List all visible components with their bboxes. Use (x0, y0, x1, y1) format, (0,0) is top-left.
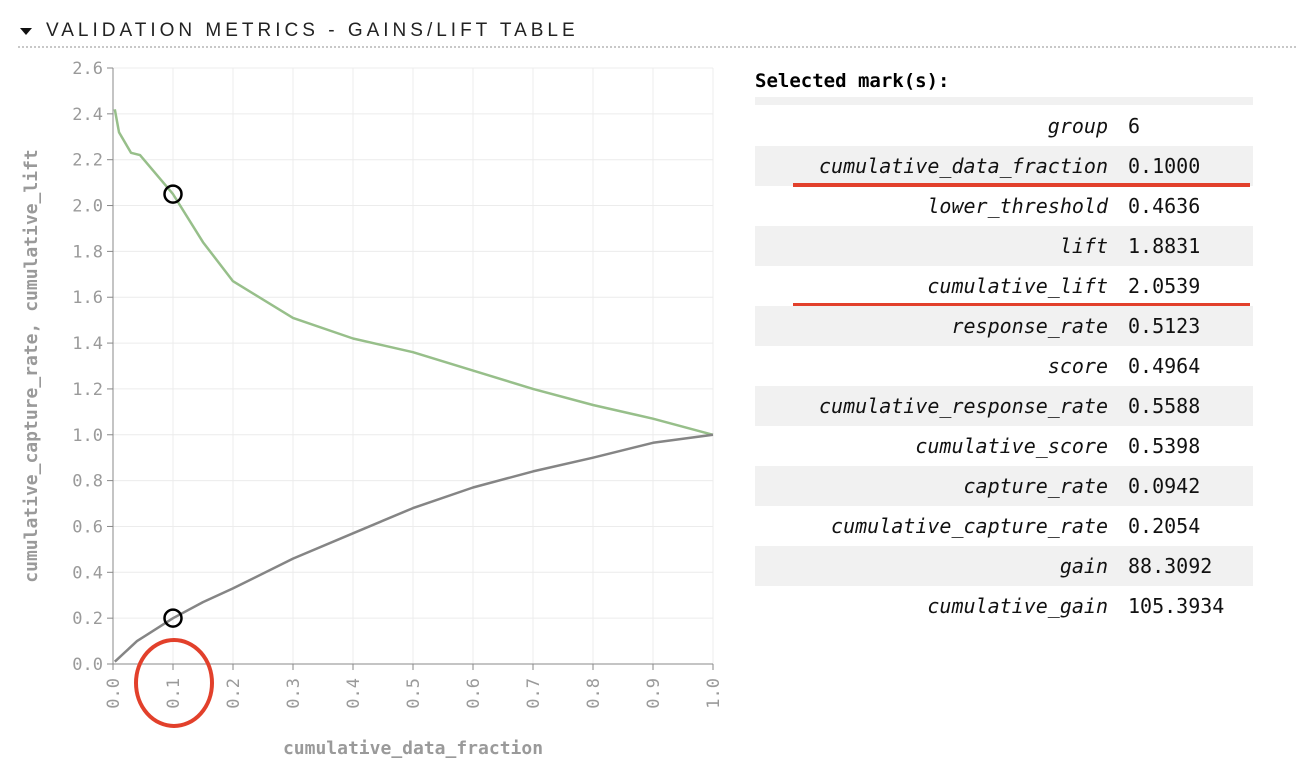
mark-key: cumulative_gain (927, 594, 1108, 618)
y-tick-label: 0.6 (72, 517, 103, 537)
y-tick-label: 1.2 (72, 380, 103, 400)
selected-point-marker[interactable] (163, 608, 183, 628)
y-tick-label: 1.6 (72, 288, 103, 308)
mark-key: response_rate (951, 314, 1108, 338)
red-underline-annotation (793, 183, 1250, 187)
mark-value: 0.0942 (1128, 474, 1201, 498)
mark-key: cumulative_lift (927, 274, 1108, 298)
mark-value: 0.5398 (1128, 434, 1201, 458)
x-tick-label: 1.0 (704, 678, 724, 709)
mark-row-response-rate: response_rate 0.5123 (755, 306, 1253, 346)
collapse-caret-icon[interactable] (20, 28, 32, 35)
mark-key: group (1047, 114, 1108, 138)
y-tick-label: 0.4 (72, 563, 103, 583)
selected-point-marker[interactable] (163, 184, 183, 204)
section-title: VALIDATION METRICS - GAINS/LIFT TABLE (46, 20, 579, 41)
red-circle-annotation (134, 638, 214, 728)
mark-row-gain: gain 88.3092 (755, 546, 1253, 586)
line-cumulative-lift[interactable] (113, 109, 714, 437)
red-underline-annotation (793, 303, 1250, 307)
y-axis-label: cumulative_capture_rate, cumulative_lift (21, 149, 42, 582)
mark-row-cumulative-data-fraction: cumulative_data_fraction 0.1000 (755, 146, 1253, 187)
mark-row-cumulative-capture-rate: cumulative_capture_rate 0.2054 (755, 506, 1253, 546)
mark-value: 88.3092 (1128, 554, 1213, 578)
mark-row-group: group 6 (755, 106, 1253, 146)
mark-value: 0.5588 (1128, 394, 1201, 418)
x-tick-label: 0.7 (524, 678, 544, 709)
x-tick-label: 0.2 (224, 678, 244, 709)
y-tick-label: 0.0 (72, 655, 103, 675)
selected-marks-title: Selected mark(s): (755, 70, 950, 92)
mark-key: gain (1059, 554, 1108, 578)
mark-row-cumulative-gain: cumulative_gain 105.3934 (755, 586, 1253, 626)
mark-value: 1.8831 (1128, 234, 1201, 258)
y-tick-label: 1.8 (72, 242, 103, 262)
chart-lines (113, 109, 714, 663)
mark-row-capture-rate: capture_rate 0.0942 (755, 466, 1253, 506)
mark-row-cumulative-lift: cumulative_lift 2.0539 (755, 266, 1253, 307)
mark-value: 2.0539 (1128, 274, 1201, 298)
x-tick-label: 0.6 (464, 678, 484, 709)
x-tick-label: 0.8 (584, 678, 604, 709)
x-tick-label: 0.9 (644, 678, 664, 709)
x-tick-label: 0.3 (284, 678, 304, 709)
mark-row-cumulative-response-rate: cumulative_response_rate 0.5588 (755, 386, 1253, 426)
chart-selected-points (163, 184, 183, 628)
mark-key: cumulative_data_fraction (819, 154, 1108, 178)
mark-value: 0.4636 (1128, 194, 1201, 218)
y-tick-label: 2.2 (72, 151, 103, 171)
x-tick-label: 0.1 (164, 678, 184, 709)
y-tick-label: 1.0 (72, 426, 103, 446)
chart-annotations (134, 638, 214, 728)
mark-row-cumulative-score: cumulative_score 0.5398 (755, 426, 1253, 466)
y-tick-label: 0.2 (72, 609, 103, 629)
x-tick-label: 0.5 (404, 678, 424, 709)
mark-value: 0.2054 (1128, 514, 1201, 538)
y-tick-label: 0.8 (72, 472, 103, 492)
mark-row-lower-threshold: lower_threshold 0.4636 (755, 186, 1253, 226)
mark-value: 0.4964 (1128, 354, 1201, 378)
mark-key: score (1047, 354, 1108, 378)
section-header[interactable]: VALIDATION METRICS - GAINS/LIFT TABLE (18, 18, 1296, 48)
mark-key: cumulative_capture_rate (831, 514, 1108, 538)
chart-grid (112, 67, 714, 665)
y-tick-label: 1.4 (72, 334, 103, 354)
mark-key: lower_threshold (927, 194, 1108, 218)
x-tick-label: 0.4 (344, 678, 364, 709)
mark-value: 6 (1128, 114, 1141, 138)
mark-key: lift (1059, 234, 1108, 258)
mark-key: cumulative_response_rate (819, 394, 1108, 418)
x-axis-label: cumulative_data_fraction (283, 738, 543, 759)
y-tick-label: 2.4 (72, 105, 103, 125)
mark-row-score: score 0.4964 (755, 346, 1253, 386)
gains-lift-chart[interactable]: 0.0 0.2 0.4 0.6 0.8 1.0 1.2 1.4 1.6 1.8 2.0 2.2 2.4 2… (0, 0, 740, 784)
y-tick-label: 2.0 (72, 197, 103, 217)
mark-key: capture_rate (963, 474, 1109, 498)
x-tick-label: 0.0 (104, 678, 124, 709)
mark-value: 0.5123 (1128, 314, 1201, 338)
mark-key: cumulative_score (915, 434, 1108, 458)
mark-row-lift: lift 1.8831 (755, 226, 1253, 266)
selected-marks-divider (755, 97, 1253, 105)
selected-marks-table: group 6 cumulative_data_fraction 0.1000 lowe… (755, 106, 1253, 626)
chart-axes: 0.0 0.2 0.4 0.6 0.8 1.0 1.2 1.4 1.6 1.8 2.0 2.2 2.4 2… (72, 59, 724, 709)
y-tick-label: 2.6 (72, 59, 103, 79)
mark-value: 0.1000 (1128, 154, 1201, 178)
mark-value: 105.3934 (1128, 594, 1225, 618)
line-cumulative-capture-rate[interactable] (113, 433, 714, 663)
